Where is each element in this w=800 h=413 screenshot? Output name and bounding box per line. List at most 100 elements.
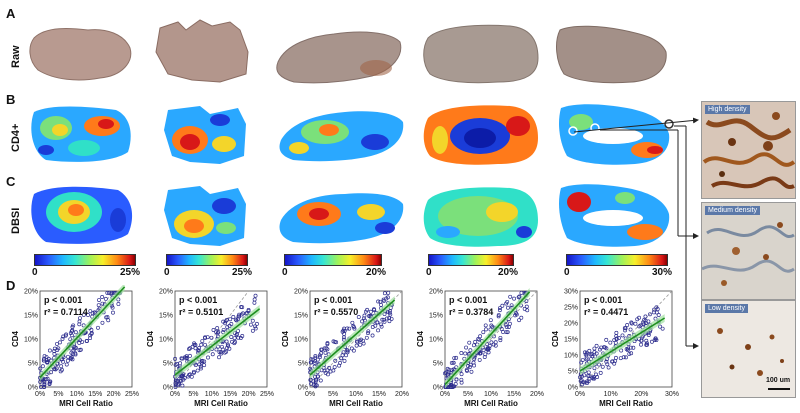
data-point — [209, 335, 214, 340]
data-point — [57, 340, 62, 345]
data-point — [500, 303, 505, 308]
row-label-dbsi: DBSI — [10, 207, 22, 234]
data-point — [180, 356, 185, 361]
cd4-map-4 — [423, 105, 538, 165]
histology-low-density: Low density 100 um — [701, 300, 796, 398]
data-point — [362, 313, 367, 318]
data-point — [483, 323, 488, 328]
y-tick-label: 5% — [163, 361, 173, 368]
data-point — [610, 359, 615, 364]
p-value: p < 0.001 — [179, 295, 217, 305]
data-point — [354, 343, 359, 348]
data-point — [368, 314, 373, 318]
data-point — [344, 353, 349, 358]
data-point — [512, 296, 517, 301]
data-point — [481, 348, 486, 353]
data-point — [313, 355, 318, 360]
data-point — [226, 343, 231, 348]
data-point — [509, 303, 514, 308]
data-point — [468, 348, 473, 353]
data-point — [332, 365, 337, 370]
data-point — [628, 327, 633, 332]
data-point — [313, 377, 318, 382]
data-point — [584, 350, 589, 355]
data-point — [586, 379, 591, 384]
data-point — [648, 312, 652, 317]
data-point — [333, 358, 338, 363]
x-tick-label: 10% — [70, 391, 84, 398]
y-axis-label: CD4 — [146, 330, 155, 347]
raw-section-2 — [155, 19, 249, 83]
data-point — [308, 360, 313, 365]
data-point — [205, 335, 210, 340]
x-tick-label: 20% — [395, 391, 409, 398]
panel-letter-b: B — [6, 92, 16, 107]
data-point — [65, 358, 70, 363]
data-point — [236, 317, 240, 322]
data-point — [61, 359, 66, 364]
dbsi-map-3 — [279, 193, 404, 244]
data-point — [239, 312, 244, 317]
r-squared: r² = 0.4471 — [584, 307, 628, 317]
x-tick-label: 5% — [53, 391, 63, 398]
data-point — [221, 319, 226, 324]
data-point — [660, 326, 665, 331]
y-tick-label: 0% — [433, 385, 443, 392]
data-point — [195, 368, 200, 373]
data-point — [484, 327, 488, 332]
data-point — [45, 360, 50, 365]
scatter-plot-4: 0% 5% 10% 15% 20% 0% 5% 10% 15% 20% MRI Cell Ratio… — [416, 288, 544, 408]
data-point — [66, 354, 70, 359]
data-point — [618, 356, 623, 361]
row-label-raw: Raw — [10, 45, 22, 68]
colorbar-3 — [284, 254, 382, 266]
data-point — [230, 339, 234, 344]
data-point — [96, 303, 101, 308]
y-axis-label: CD4 — [11, 330, 20, 347]
data-point — [317, 355, 322, 360]
data-point — [639, 342, 643, 347]
data-point — [524, 304, 529, 309]
data-point — [104, 315, 109, 320]
y-tick-label: 20% — [24, 289, 38, 296]
x-tick-label: 0% — [440, 391, 450, 398]
raw-section-1 — [29, 27, 132, 81]
data-point — [180, 373, 185, 378]
data-point — [605, 362, 610, 367]
histology-high-density: High density — [701, 101, 796, 199]
data-point — [450, 368, 455, 373]
data-point — [312, 360, 317, 365]
data-point — [182, 375, 187, 380]
data-point — [246, 308, 251, 312]
data-point — [229, 335, 234, 339]
data-point — [179, 378, 184, 383]
data-point — [623, 328, 627, 333]
data-point — [63, 333, 68, 338]
data-point — [464, 345, 469, 350]
data-point — [608, 340, 613, 345]
p-value: p < 0.001 — [584, 295, 622, 305]
data-point — [356, 315, 361, 319]
data-point — [629, 351, 634, 356]
data-point — [337, 363, 342, 368]
data-point — [496, 314, 501, 319]
data-point — [59, 367, 64, 372]
data-point — [106, 318, 111, 323]
data-point — [313, 354, 318, 359]
x-tick-label: 15% — [507, 391, 521, 398]
data-point — [387, 316, 392, 321]
data-point — [178, 378, 182, 383]
data-point — [452, 356, 457, 361]
x-tick-label: 25% — [260, 391, 274, 398]
y-tick-label: 30% — [564, 289, 578, 296]
data-point — [637, 315, 642, 320]
data-point — [173, 385, 178, 389]
y-tick-label: 15% — [294, 313, 308, 320]
data-point — [71, 323, 76, 328]
x-tick-label: 5% — [188, 391, 198, 398]
data-point — [604, 337, 609, 342]
data-point — [92, 310, 97, 315]
data-point — [519, 315, 524, 320]
data-point — [513, 313, 518, 318]
data-point — [504, 301, 509, 306]
